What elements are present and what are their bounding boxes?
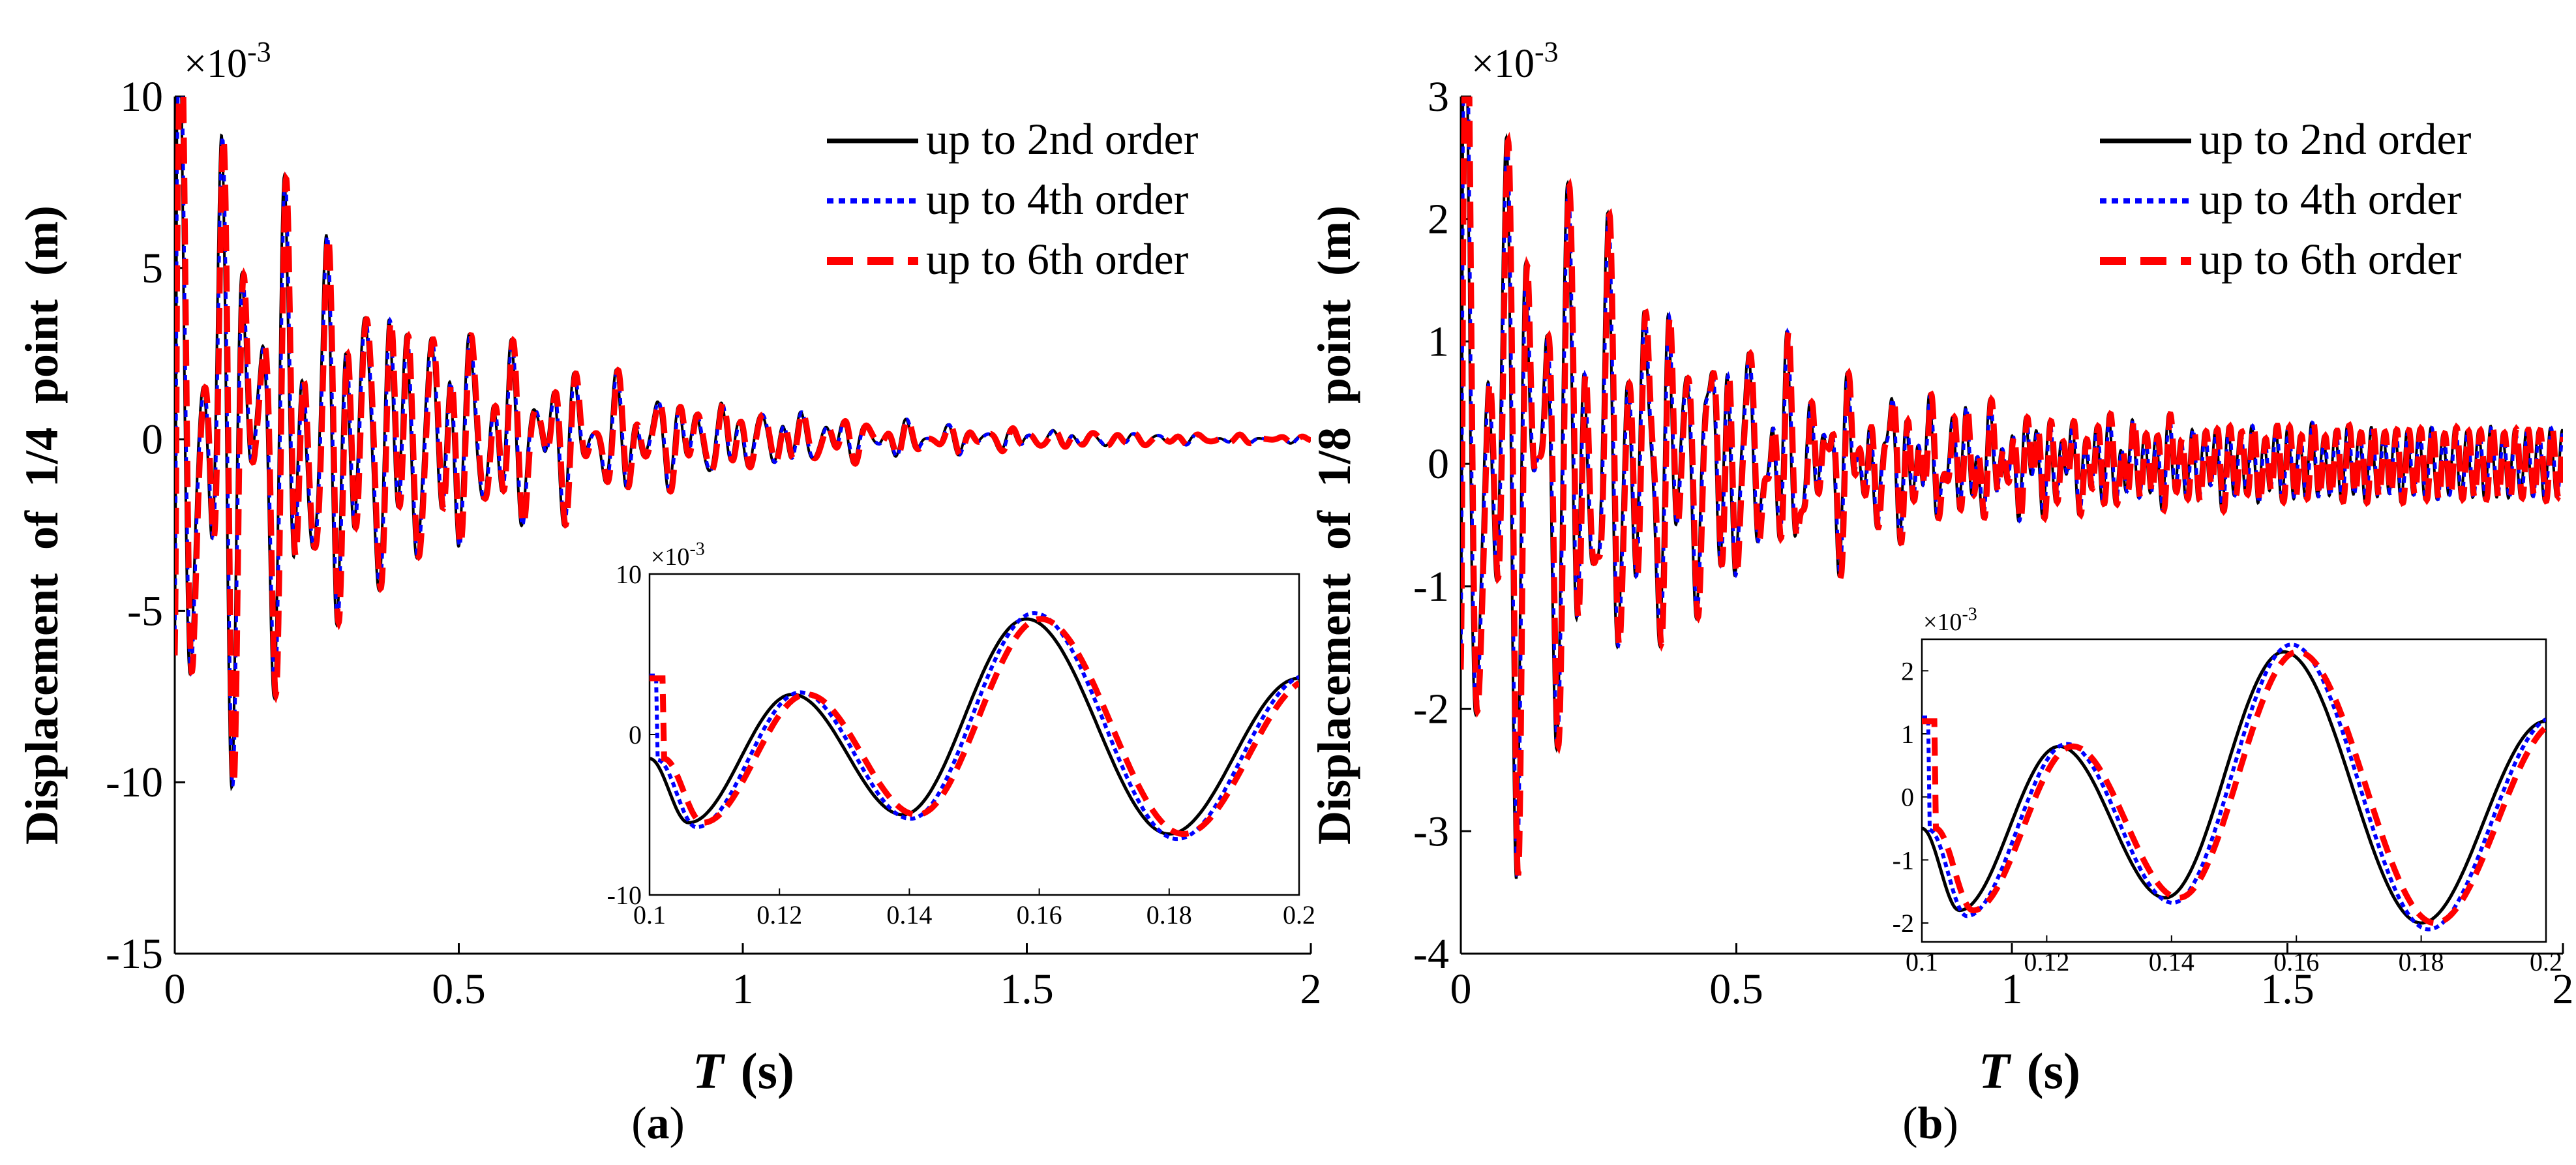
x-tick-label: 0 xyxy=(1450,965,1472,1013)
inset-y-tick-label: 0 xyxy=(629,720,642,749)
inset-series-line xyxy=(650,611,1299,841)
inset-series-line xyxy=(650,617,1299,836)
x-axis-label: T (s) xyxy=(693,1042,794,1099)
inset-x-tick-label: 0.1 xyxy=(1906,947,1938,976)
y-tick-label: 0 xyxy=(1428,440,1449,488)
y-tick-label: -1 xyxy=(1413,563,1449,611)
panel-label: (a) xyxy=(631,1098,685,1149)
inset-x-tick-label: 0.12 xyxy=(756,900,802,930)
inset-series-line xyxy=(1922,648,2546,926)
y-tick-label: -4 xyxy=(1413,930,1449,978)
y-tick-label: 0 xyxy=(142,416,163,464)
inset-y-tick-label: -10 xyxy=(607,881,642,910)
y-tick-label: 5 xyxy=(142,245,163,292)
y-tick-label: -2 xyxy=(1413,686,1449,733)
y-tick-label: 2 xyxy=(1428,196,1449,243)
inset-x-tick-label: 0.18 xyxy=(1146,900,1192,930)
y-tick-label: -3 xyxy=(1413,808,1449,855)
inset-y-multiplier: ×10-3 xyxy=(651,539,705,571)
chart-panel-a: 0 0.5 1 1.5 2 -15 -10 -5 0 5 10 ×10-3 Displacement o… xyxy=(16,36,1322,1149)
inset-y-tick-label: 2 xyxy=(1901,656,1914,686)
y-tick-label: -15 xyxy=(106,930,163,978)
panel-label: (b) xyxy=(1902,1098,1958,1149)
inset-x-tick-label: 0.18 xyxy=(2399,947,2444,976)
legend-entry: up to 2nd order xyxy=(926,114,1199,164)
y-axis-label: Displacement of 1/4 point (m) xyxy=(16,205,68,845)
y-axis-label: Displacement of 1/8 point (m) xyxy=(1308,205,1360,845)
legend-entry: up to 4th order xyxy=(926,174,1189,224)
legend-entry: up to 4th order xyxy=(2199,174,2462,224)
inset-x-tick-label: 0.16 xyxy=(1017,900,1062,930)
inset-chart: 0.1 0.12 0.14 0.16 0.18 0.2 -10 0 10 ×10-3 xyxy=(607,539,1315,930)
y-tick-label: -10 xyxy=(106,759,163,806)
inset-x-tick-label: 0.14 xyxy=(886,900,932,930)
x-tick-label: 1 xyxy=(2001,965,2023,1013)
legend-entry: up to 6th order xyxy=(926,234,1189,284)
inset-y-multiplier: ×10-3 xyxy=(1923,605,1977,636)
inset-x-tick-label: 0.1 xyxy=(633,900,666,930)
y-tick-label: 3 xyxy=(1428,73,1449,121)
x-tick-label: 0.5 xyxy=(432,965,486,1013)
x-axis-label: T (s) xyxy=(1979,1042,2080,1099)
y-tick-label: 10 xyxy=(120,73,163,121)
inset-series-line xyxy=(650,616,1299,837)
inset-series-line xyxy=(1922,650,2546,925)
inset-x-tick-label: 0.14 xyxy=(2149,947,2194,976)
inset-x-tick-label: 0.16 xyxy=(2273,947,2319,976)
y-tick-label: 1 xyxy=(1428,318,1449,365)
inset-y-tick-label: 10 xyxy=(616,560,642,589)
inset-series-line xyxy=(1922,643,2546,931)
legend-entry: up to 6th order xyxy=(2199,234,2462,284)
inset-chart: 0.1 0.12 0.14 0.16 0.18 0.2 -2 -1 0 1 2 ×10-3 xyxy=(1893,605,2562,976)
inset-y-tick-label: -2 xyxy=(1893,909,1914,938)
x-tick-label: 1 xyxy=(732,965,754,1013)
inset-x-tick-label: 0.2 xyxy=(2530,947,2562,976)
inset-x-tick-label: 0.2 xyxy=(1283,900,1315,930)
y-tick-label: -5 xyxy=(127,587,163,635)
legend-entry: up to 2nd order xyxy=(2199,114,2472,164)
series-line-6th xyxy=(175,97,1311,793)
x-tick-label: 1.5 xyxy=(1000,965,1054,1013)
inset-y-tick-label: 1 xyxy=(1901,719,1914,749)
x-tick-label: 2 xyxy=(1300,965,1322,1013)
y-axis-multiplier: ×10-3 xyxy=(1471,36,1559,86)
x-tick-label: 1.5 xyxy=(2260,965,2314,1013)
y-axis-multiplier: ×10-3 xyxy=(184,36,271,86)
x-tick-label: 2 xyxy=(2553,965,2574,1013)
inset-x-tick-label: 0.12 xyxy=(2024,947,2069,976)
chart-panel-b: 0 0.5 1 1.5 2 -4 -3 -2 -1 0 1 2 3 ×10-3 Displacement o… xyxy=(1308,36,2574,1149)
series-line-6th xyxy=(1461,97,2563,876)
x-tick-label: 0 xyxy=(164,965,186,1013)
inset-y-tick-label: -1 xyxy=(1893,845,1914,875)
x-tick-label: 0.5 xyxy=(1709,965,1763,1013)
inset-y-tick-label: 0 xyxy=(1901,783,1914,812)
